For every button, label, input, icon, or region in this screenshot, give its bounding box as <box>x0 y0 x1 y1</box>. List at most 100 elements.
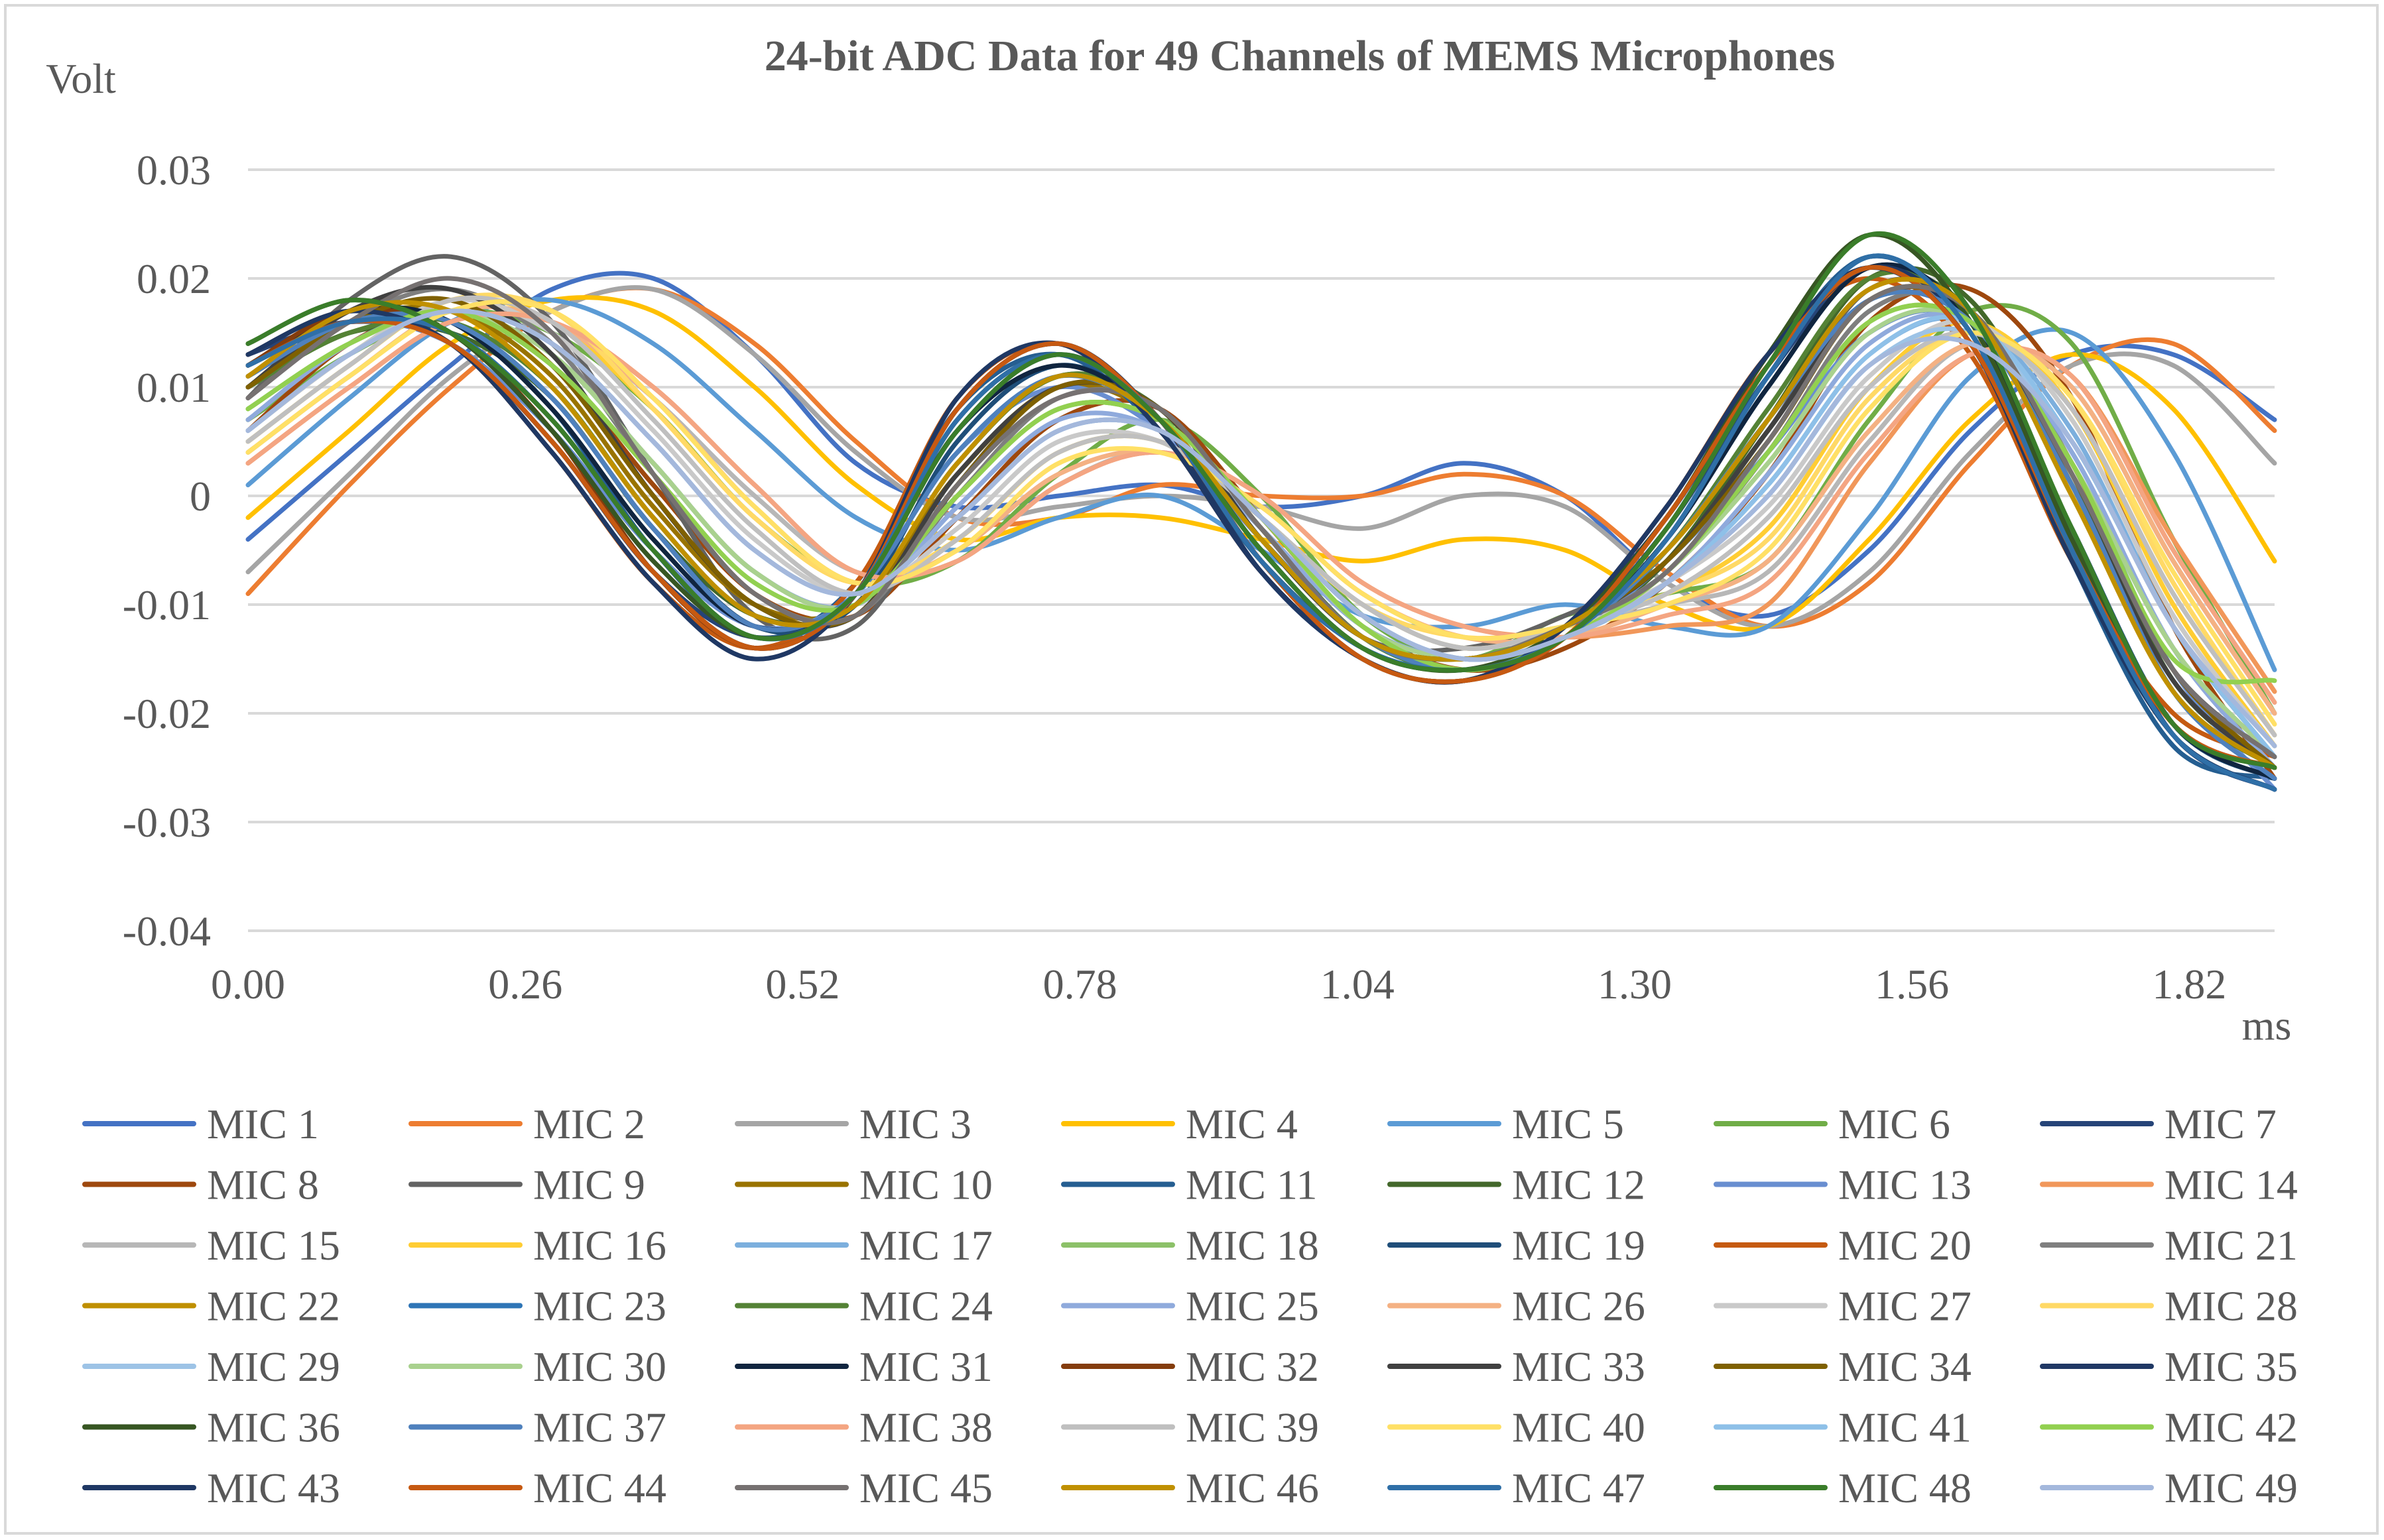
legend-label: MIC 6 <box>1838 1100 1950 1148</box>
x-tick-label: 0.26 <box>488 961 562 1008</box>
legend-item: MIC 21 <box>2040 1222 2298 1269</box>
legend-item: MIC 32 <box>1061 1343 1319 1390</box>
legend-item: MIC 1 <box>82 1100 319 1148</box>
legend-item: MIC 37 <box>408 1404 666 1451</box>
legend-label: MIC 19 <box>1512 1222 1645 1269</box>
legend-item: MIC 16 <box>408 1222 666 1269</box>
legend-item: MIC 19 <box>1387 1222 1645 1269</box>
y-tick-label: -0.01 <box>123 581 211 628</box>
legend-label: MIC 24 <box>859 1283 993 1330</box>
legend-label: MIC 31 <box>859 1343 993 1390</box>
y-tick-labels: 0.03 0.02 0.01 0 -0.01 -0.02 -0.03 -0.04 <box>123 147 211 955</box>
legend-item: MIC 27 <box>1714 1283 1972 1330</box>
legend-label: MIC 28 <box>2164 1283 2298 1330</box>
legend-label: MIC 34 <box>1838 1343 1972 1390</box>
legend-label: MIC 7 <box>2164 1100 2277 1148</box>
legend-label: MIC 47 <box>1512 1464 1645 1511</box>
legend-item: MIC 12 <box>1387 1161 1645 1209</box>
legend-item: MIC 20 <box>1714 1222 1972 1269</box>
legend-item: MIC 43 <box>82 1464 340 1511</box>
legend-item: MIC 23 <box>408 1283 666 1330</box>
legend-label: MIC 17 <box>859 1222 993 1269</box>
legend-item: MIC 15 <box>82 1222 340 1269</box>
y-tick-label: -0.04 <box>123 908 211 955</box>
legend-label: MIC 41 <box>1838 1404 1972 1451</box>
legend-item: MIC 46 <box>1061 1464 1319 1511</box>
legend-item: MIC 36 <box>82 1404 340 1451</box>
y-tick-label: -0.02 <box>123 690 211 737</box>
legend-label: MIC 40 <box>1512 1404 1645 1451</box>
x-axis-label: ms <box>2242 1002 2292 1049</box>
legend-label: MIC 9 <box>533 1161 645 1209</box>
legend-item: MIC 3 <box>735 1100 972 1148</box>
legend-item: MIC 30 <box>408 1343 666 1390</box>
legend-label: MIC 29 <box>207 1343 340 1390</box>
legend-item: MIC 24 <box>735 1283 993 1330</box>
legend-label: MIC 45 <box>859 1464 993 1511</box>
legend-item: MIC 4 <box>1061 1100 1298 1148</box>
legend-label: MIC 49 <box>2164 1464 2298 1511</box>
legend-label: MIC 27 <box>1838 1283 1972 1330</box>
legend-item: MIC 2 <box>408 1100 645 1148</box>
legend-label: MIC 25 <box>1186 1283 1319 1330</box>
legend-item: MIC 41 <box>1714 1404 1972 1451</box>
legend-label: MIC 18 <box>1186 1222 1319 1269</box>
legend-label: MIC 42 <box>2164 1404 2298 1451</box>
legend-label: MIC 12 <box>1512 1161 1645 1209</box>
series-line-mic-4 <box>245 295 2277 632</box>
legend-item: MIC 31 <box>735 1343 993 1390</box>
legend-label: MIC 5 <box>1512 1100 1624 1148</box>
series-lines <box>245 231 2277 792</box>
x-tick-label: 1.82 <box>2152 961 2226 1008</box>
legend-item: MIC 29 <box>82 1343 340 1390</box>
legend-label: MIC 20 <box>1838 1222 1972 1269</box>
series-line-mic-49 <box>245 308 2277 748</box>
legend-item: MIC 7 <box>2040 1100 2277 1148</box>
x-tick-label: 1.56 <box>1875 961 1949 1008</box>
x-tick-label: 0.78 <box>1043 961 1117 1008</box>
legend-label: MIC 14 <box>2164 1161 2298 1209</box>
y-tick-label: 0.01 <box>137 364 211 411</box>
x-tick-label: 1.30 <box>1598 961 1672 1008</box>
legend-label: MIC 22 <box>207 1283 340 1330</box>
legend-item: MIC 10 <box>735 1161 993 1209</box>
y-tick-label: -0.03 <box>123 799 211 846</box>
legend-item: MIC 5 <box>1387 1100 1624 1148</box>
series-line-mic-48 <box>245 231 2277 770</box>
legend-item: MIC 34 <box>1714 1343 1972 1390</box>
legend-item: MIC 17 <box>735 1222 993 1269</box>
x-tick-label: 0.00 <box>211 961 285 1008</box>
legend-label: MIC 3 <box>859 1100 972 1148</box>
legend-label: MIC 30 <box>533 1343 666 1390</box>
legend-item: MIC 42 <box>2040 1404 2298 1451</box>
legend-label: MIC 8 <box>207 1161 319 1209</box>
legend-label: MIC 48 <box>1838 1464 1972 1511</box>
x-tick-label: 1.04 <box>1320 961 1395 1008</box>
legend-label: MIC 26 <box>1512 1283 1645 1330</box>
legend-item: MIC 40 <box>1387 1404 1645 1451</box>
legend-item: MIC 9 <box>408 1161 645 1209</box>
legend-label: MIC 11 <box>1186 1161 1318 1209</box>
x-tick-label: 0.52 <box>765 961 840 1008</box>
legend: MIC 1 MIC 2 MIC 3 MIC 4 MIC 5 MIC 6 MIC 7 MIC 8… <box>82 1100 2298 1511</box>
legend-label: MIC 23 <box>533 1283 666 1330</box>
legend-label: MIC 39 <box>1186 1404 1319 1451</box>
legend-label: MIC 16 <box>533 1222 666 1269</box>
legend-label: MIC 32 <box>1186 1343 1319 1390</box>
legend-label: MIC 21 <box>2164 1222 2298 1269</box>
legend-item: MIC 25 <box>1061 1283 1319 1330</box>
y-axis-label: Volt <box>46 55 116 102</box>
y-tick-label: 0.02 <box>137 255 211 302</box>
y-tick-label: 0 <box>190 473 211 520</box>
legend-label: MIC 35 <box>2164 1343 2298 1390</box>
legend-item: MIC 38 <box>735 1404 993 1451</box>
legend-item: MIC 49 <box>2040 1464 2298 1511</box>
legend-item: MIC 35 <box>2040 1343 2298 1390</box>
legend-item: MIC 28 <box>2040 1283 2298 1330</box>
chart-title: 24-bit ADC Data for 49 Channels of MEMS … <box>765 32 1836 80</box>
legend-label: MIC 2 <box>533 1100 645 1148</box>
series-line-mic-14 <box>245 311 2277 694</box>
legend-item: MIC 39 <box>1061 1404 1319 1451</box>
x-tick-labels: 0.00 0.26 0.52 0.78 1.04 1.30 1.56 1.82 <box>211 961 2226 1008</box>
legend-item: MIC 45 <box>735 1464 993 1511</box>
